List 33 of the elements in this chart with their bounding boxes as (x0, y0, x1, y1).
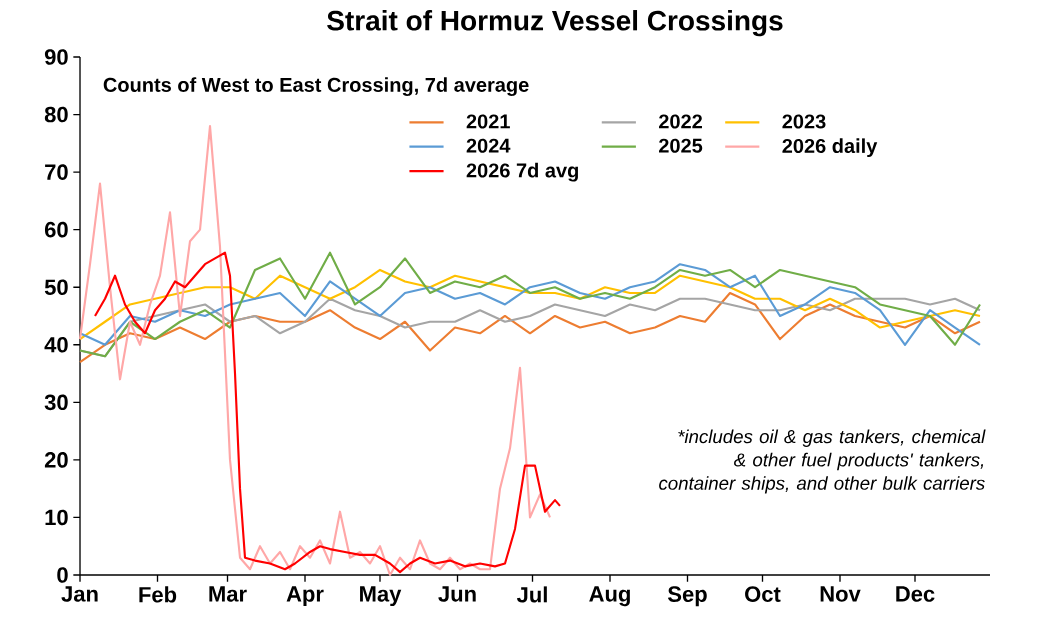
x-tick-label: Dec (896, 586, 935, 602)
x-tick-label: Aug (589, 586, 630, 607)
legend-label: 2023 (782, 114, 826, 129)
y-tick-label: 30 (44, 394, 68, 411)
legend-label: 2021 (466, 114, 510, 129)
y-tick-label: 80 (44, 106, 68, 123)
legend-label: 2022 (659, 114, 702, 129)
legend-label: 2026 7d avg (466, 162, 578, 182)
y-tick-label: 70 (45, 164, 68, 180)
legend-label: 2025 (659, 138, 703, 153)
annotation: *includes oil & gas tankers, chemical & other fuel products' tankers, container ships, and other bulk carriers (659, 429, 986, 494)
legend-title: Counts of West to East Crossing, 7d average (103, 77, 529, 96)
x-tick-label: Feb (139, 586, 177, 603)
y-tick-label: 10 (45, 509, 68, 526)
x-tick-label: Jan (61, 586, 98, 602)
y-tick-label: 40 (44, 336, 68, 353)
x-tick-label: May (360, 586, 402, 607)
x-tick-label: Apr (286, 586, 324, 607)
chart-title: Strait of Hormuz Vessel Crossings (327, 10, 783, 37)
y-tick-label: 50 (44, 279, 68, 295)
x-tick-label: Jun (438, 586, 476, 602)
x-tick-label: Mar (209, 586, 247, 602)
legend-label: 2026 daily (782, 138, 878, 157)
y-tick-label: 90 (44, 49, 68, 65)
y-tick-label: 20 (44, 452, 68, 468)
x-tick-label: Jul (516, 586, 547, 603)
x-tick-label: Nov (820, 586, 861, 602)
x-tick-label: Oct (745, 586, 781, 602)
y-tick-label: 60 (44, 221, 68, 238)
line-series (93, 251, 562, 574)
legend-label: 2024 (466, 138, 511, 153)
y-tick-label: 0 (57, 567, 68, 583)
x-tick-label: Sep (667, 586, 707, 607)
